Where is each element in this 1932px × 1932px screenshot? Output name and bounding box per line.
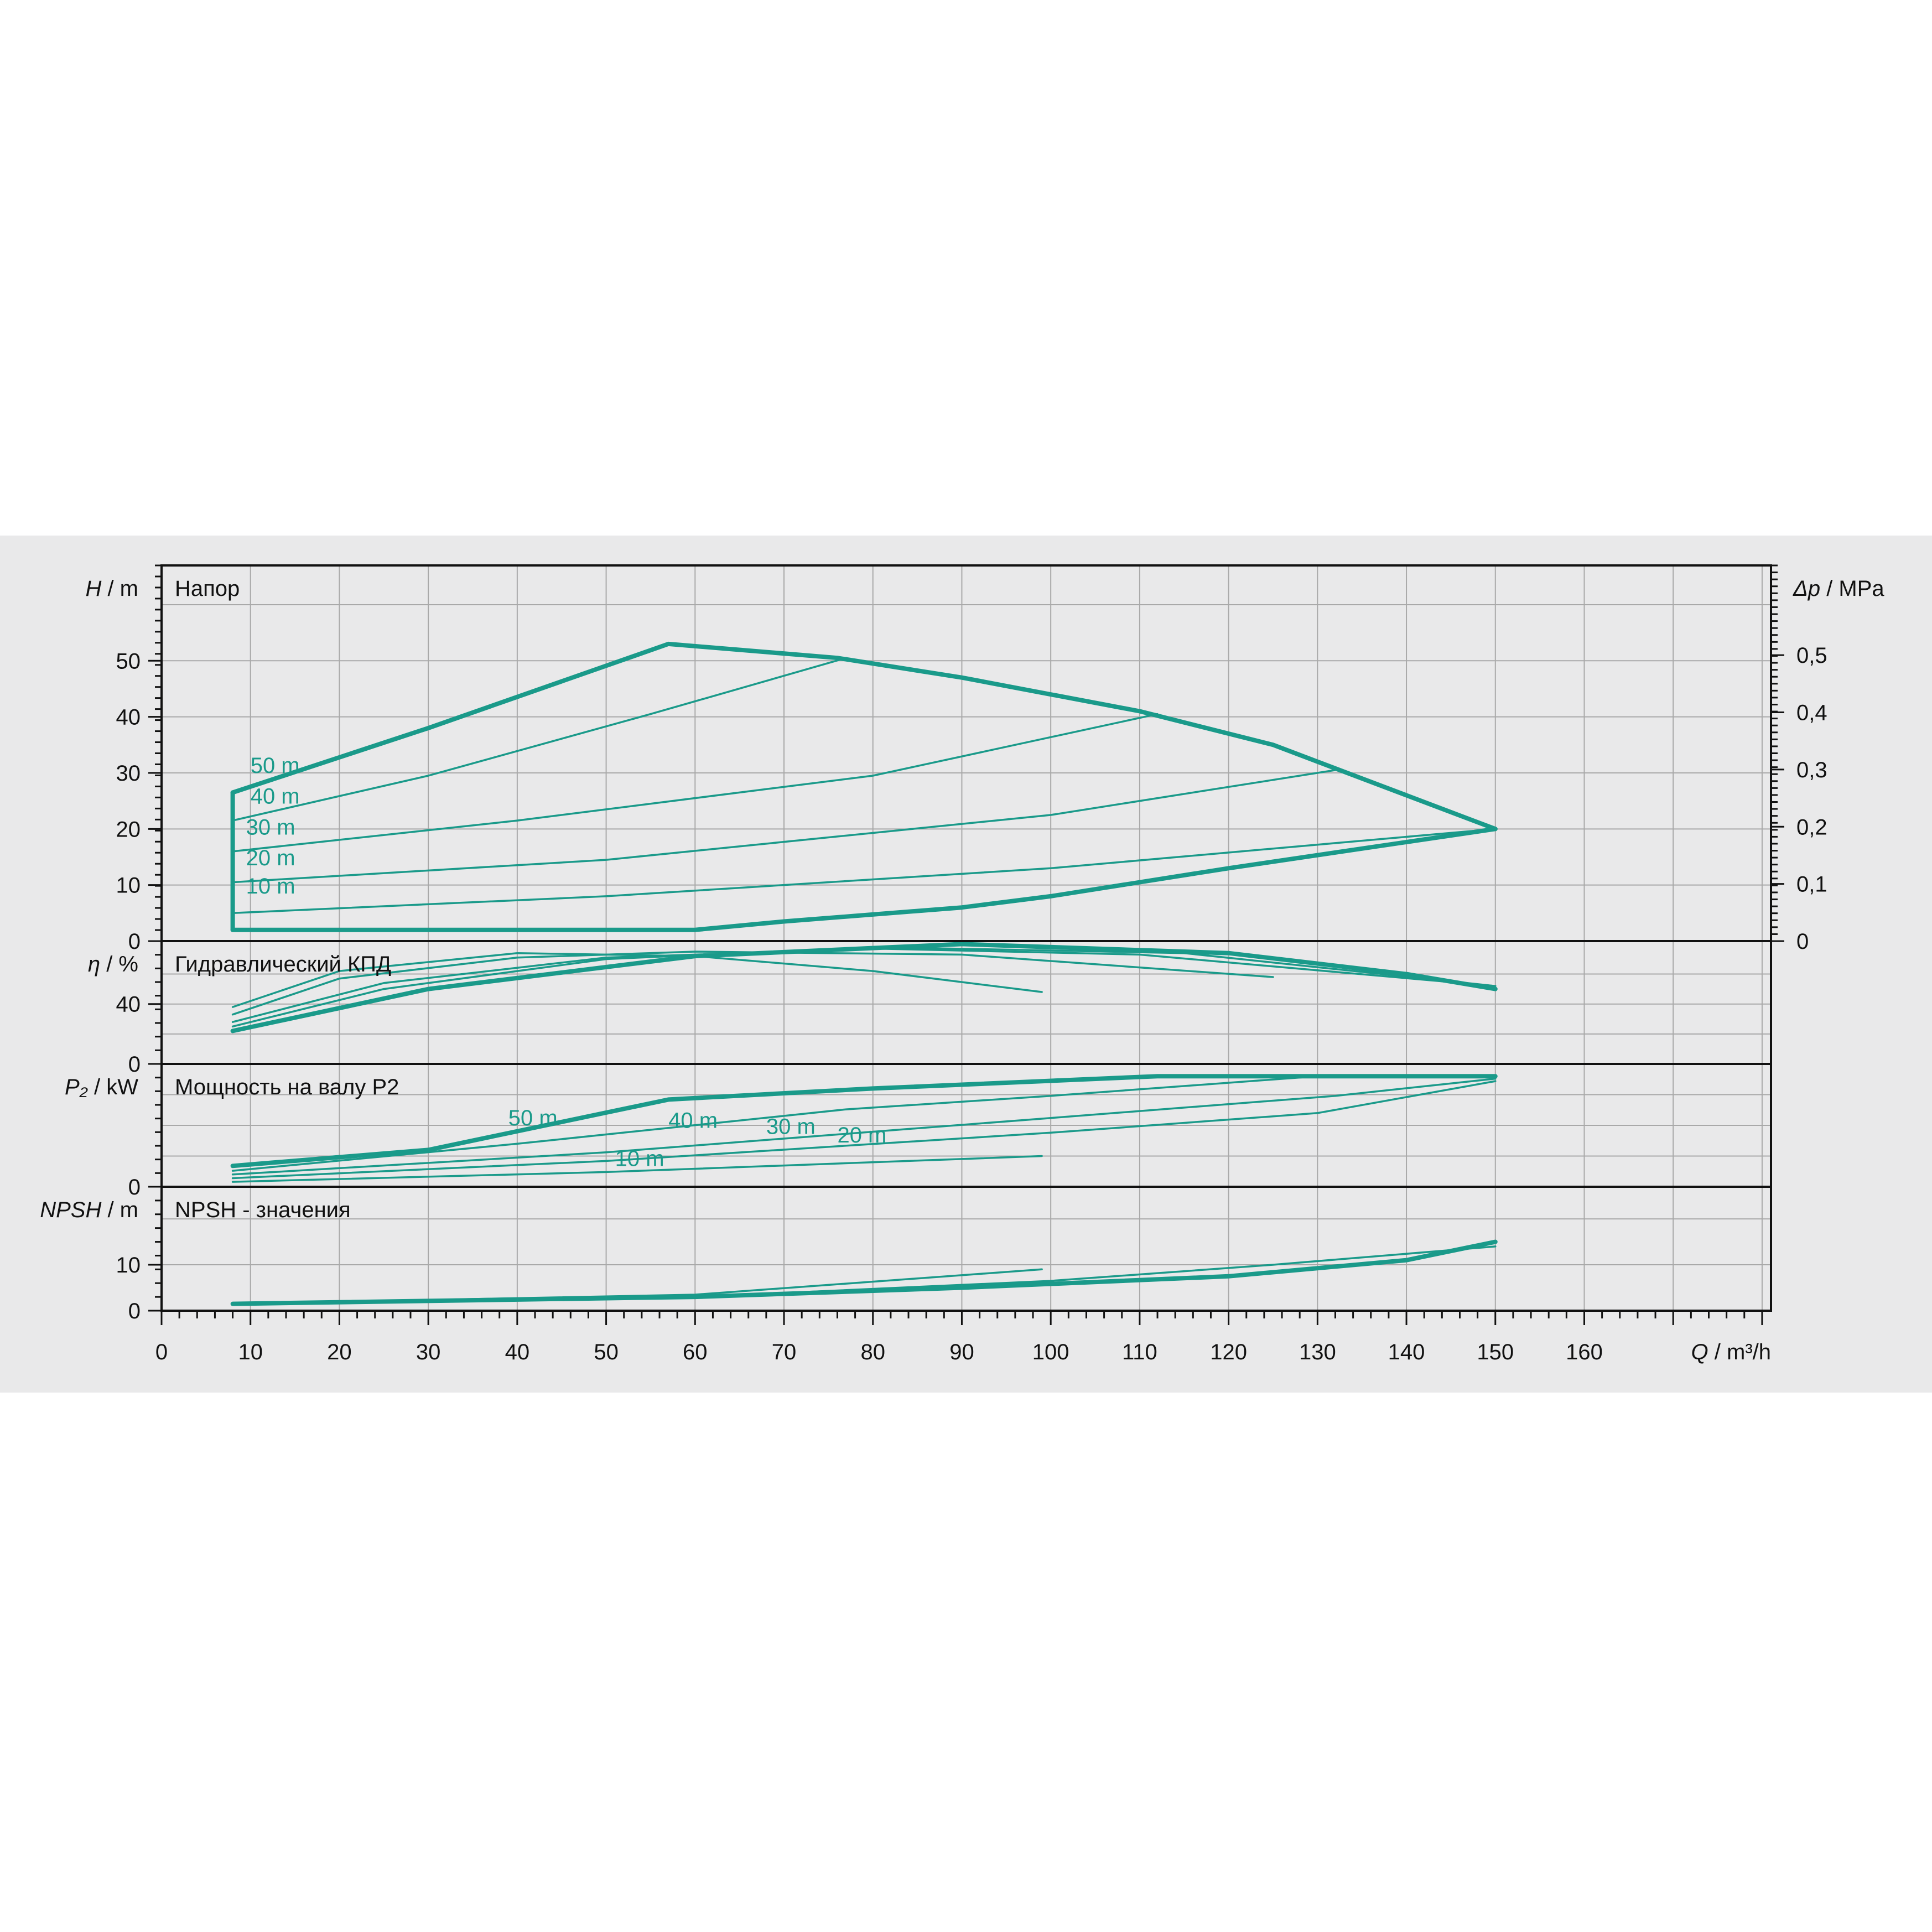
curve-label: 50 m	[251, 754, 300, 778]
y-tick-label: 0	[128, 929, 141, 954]
y-tick-label: 0	[128, 1052, 141, 1077]
right-tick-label: 0,2	[1796, 815, 1827, 839]
curve-label: 20 m	[837, 1123, 886, 1147]
curve-label: 40 m	[668, 1108, 718, 1133]
pump-performance-chart: 0 10 20 30 40 50 H / m Напор 0 0,1 0,2 0,3 0,4 0,5 Δp …	[40, 564, 1884, 1364]
x-tick-label: 80	[860, 1340, 885, 1364]
curve-npsh-2	[231, 1245, 1497, 1305]
x-tick-label: 90	[949, 1340, 974, 1364]
y-axis-label-npsh: NPSH / m	[40, 1198, 138, 1222]
x-axis-label: Q / m³/h	[1691, 1340, 1771, 1364]
x-tick-label: 160	[1566, 1340, 1603, 1364]
x-tick-label: 20	[327, 1340, 352, 1364]
y-axis-label-head: H / m	[85, 577, 138, 601]
x-tick-label: 0	[155, 1340, 168, 1364]
panel-title-efficiency: Гидравлический КПД	[175, 952, 391, 977]
x-tick-label: 100	[1032, 1340, 1069, 1364]
curve-efficiency-2	[231, 947, 1497, 1023]
curve-efficiency-4	[230, 942, 1498, 1033]
right-tick-label: 0	[1796, 929, 1809, 954]
right-tick-label: 0,1	[1796, 872, 1827, 897]
right-axis-label: Δp / MPa	[1793, 577, 1884, 601]
curve-head-5	[231, 769, 1337, 884]
y-axis-label-power: P₂ / kW	[65, 1075, 138, 1099]
curve-head-6	[231, 828, 1497, 915]
chart-panel: 0 10 20 30 40 50 H / m Напор 0 0,1 0,2 0,3 0,4 0,5 Δp …	[0, 536, 1932, 1393]
curve-head-2	[230, 827, 1498, 932]
y-tick-label: 40	[116, 705, 141, 730]
y-tick-label: 40	[116, 993, 141, 1017]
curves	[230, 641, 1498, 1306]
curve-efficiency-1	[231, 951, 1274, 1016]
y-tick-label: 50	[116, 649, 141, 673]
curve-head-4	[231, 713, 1159, 853]
curve-label: 40 m	[251, 785, 300, 809]
x-tick-label: 150	[1477, 1340, 1514, 1364]
curve-label: 30 m	[246, 815, 295, 839]
curve-efficiency-3	[231, 946, 1497, 1028]
labels: 0 10 20 30 40 50 H / m Напор 0 0,1 0,2 0,3 0,4 0,5 Δp …	[40, 577, 1884, 1364]
x-tick-label: 40	[505, 1340, 530, 1364]
curve-head-1	[230, 641, 1498, 832]
right-tick-label: 0,5	[1796, 643, 1827, 668]
x-tick-label: 10	[238, 1340, 263, 1364]
curve-power-1	[231, 1075, 1497, 1172]
panel-title-npsh: NPSH - значения	[175, 1198, 351, 1222]
curve-head-3	[231, 657, 848, 822]
x-tick-label: 130	[1299, 1340, 1336, 1364]
y-tick-label: 10	[116, 874, 141, 898]
frame	[148, 564, 1784, 1325]
panel-title-power: Мощность на валу P2	[175, 1075, 399, 1099]
x-tick-label: 50	[594, 1340, 619, 1364]
curve-label: 10 m	[615, 1146, 664, 1171]
x-tick-label: 120	[1210, 1340, 1247, 1364]
x-tick-label: 30	[416, 1340, 441, 1364]
x-tick-label: 60	[683, 1340, 708, 1364]
curve-npsh-0	[230, 1239, 1498, 1306]
plot-frame	[160, 564, 1772, 1312]
curve-power-2	[231, 1077, 1497, 1176]
curve-label: 50 m	[508, 1106, 558, 1130]
curve-power-4	[231, 1155, 1043, 1183]
curve-power-3	[231, 1080, 1497, 1180]
right-tick-label: 0,4	[1796, 701, 1827, 725]
right-tick-label: 0,3	[1796, 758, 1827, 782]
y-tick-label: 0	[128, 1299, 141, 1323]
curve-label: 10 m	[246, 874, 295, 899]
y-axis-label-efficiency: η / %	[88, 952, 138, 977]
x-tick-label: 110	[1122, 1340, 1157, 1364]
y-tick-label: 0	[128, 1175, 141, 1199]
x-tick-label: 70	[772, 1340, 797, 1364]
curve-label: 20 m	[246, 846, 295, 870]
x-tick-label: 140	[1388, 1340, 1425, 1364]
y-tick-label: 10	[116, 1253, 141, 1277]
y-tick-label: 20	[116, 817, 141, 842]
panel-title-head: Напор	[175, 577, 240, 601]
curve-label: 30 m	[766, 1115, 816, 1139]
y-tick-label: 30	[116, 761, 141, 786]
